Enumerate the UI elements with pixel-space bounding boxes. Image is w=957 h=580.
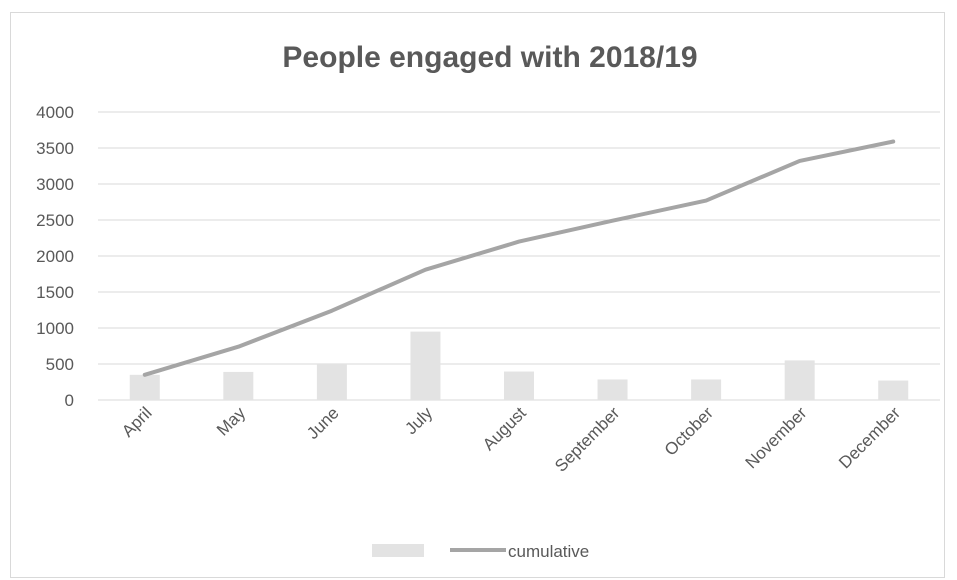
x-tick-label: November (742, 403, 811, 472)
y-tick-label: 0 (65, 391, 74, 410)
x-tick-label: October (661, 403, 717, 459)
bar (784, 360, 815, 400)
y-tick-label: 500 (46, 355, 74, 374)
x-tick-label: August (479, 403, 530, 454)
y-tick-label: 1000 (36, 319, 74, 338)
y-tick-label: 4000 (36, 103, 74, 122)
gridlines (98, 111, 940, 401)
y-tick-label: 3500 (36, 139, 74, 158)
x-tick-label: May (213, 403, 249, 439)
x-tick-label: July (401, 403, 436, 438)
bar (410, 331, 441, 400)
bar-series (129, 331, 909, 400)
legend-swatch-bars (372, 544, 424, 557)
y-tick-label: 1500 (36, 283, 74, 302)
x-tick-label: June (303, 403, 343, 443)
bar (597, 379, 628, 400)
chart-title: People engaged with 2018/19 (282, 41, 697, 74)
x-tick-label: September (551, 403, 623, 475)
bar (504, 371, 534, 400)
cumulative-line (142, 139, 896, 377)
x-tick-label: December (835, 403, 904, 472)
bar (223, 371, 254, 400)
bar (316, 364, 347, 400)
legend: cumulative (372, 542, 589, 561)
bar (878, 380, 909, 400)
line-series (142, 139, 896, 377)
chart-area (10, 12, 945, 578)
y-tick-label: 2500 (36, 211, 74, 230)
bar (691, 379, 722, 400)
y-axis: 0 500 1000 1500 2000 2500 3000 3500 4000 (36, 103, 74, 410)
bar (129, 374, 160, 400)
legend-label-cumulative: cumulative (508, 542, 589, 561)
x-tick-label: April (118, 403, 155, 440)
y-tick-label: 2000 (36, 247, 74, 266)
y-tick-label: 3000 (36, 175, 74, 194)
x-axis: April May June July August September October No… (118, 403, 904, 476)
